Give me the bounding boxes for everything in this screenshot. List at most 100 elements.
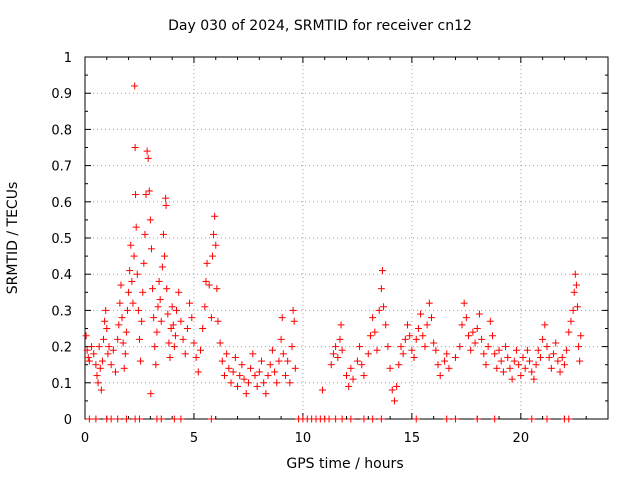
data-point	[445, 364, 453, 372]
data-point	[229, 368, 237, 376]
data-point	[194, 368, 202, 376]
data-point	[188, 314, 196, 322]
data-point	[480, 350, 488, 358]
data-point	[271, 368, 279, 376]
data-point	[369, 314, 377, 322]
data-point	[181, 350, 189, 358]
data-point	[495, 346, 503, 354]
data-point	[132, 223, 140, 231]
data-point	[82, 332, 90, 340]
data-point	[114, 335, 122, 343]
data-point	[456, 343, 464, 351]
data-point	[401, 335, 409, 343]
data-point	[536, 353, 544, 361]
data-point	[147, 390, 155, 398]
data-point	[177, 317, 185, 325]
data-point	[408, 346, 416, 354]
x-tick-label: 5	[190, 431, 198, 446]
data-point	[94, 379, 102, 387]
data-point	[247, 364, 255, 372]
data-point	[85, 357, 93, 365]
data-point	[122, 328, 130, 336]
data-point	[173, 306, 181, 314]
data-point	[432, 346, 440, 354]
data-point	[260, 379, 268, 387]
data-point	[478, 335, 486, 343]
data-point	[145, 187, 153, 195]
data-point	[510, 357, 518, 365]
data-point	[104, 350, 112, 358]
data-point	[138, 317, 146, 325]
data-point	[291, 364, 299, 372]
data-point	[502, 343, 510, 351]
data-point	[161, 252, 169, 260]
y-tick-label: 0.4	[51, 268, 72, 283]
data-point	[550, 350, 558, 358]
data-point	[218, 357, 226, 365]
data-point	[151, 343, 159, 351]
data-point	[129, 299, 137, 307]
data-point	[121, 350, 129, 358]
data-point	[170, 343, 178, 351]
y-tick-label: 0.3	[51, 304, 72, 319]
data-point	[412, 335, 420, 343]
data-point	[388, 386, 396, 394]
data-point	[240, 375, 248, 383]
data-point	[96, 364, 104, 372]
x-axis-ticks: 0 5 10 15 20	[81, 57, 587, 446]
data-point	[347, 364, 355, 372]
data-point	[84, 353, 92, 361]
data-point	[473, 325, 481, 332]
data-point	[165, 339, 173, 347]
data-point	[289, 306, 297, 314]
data-point	[371, 328, 379, 336]
data-point	[163, 285, 171, 293]
data-point	[150, 314, 158, 322]
data-point	[436, 372, 444, 380]
data-point	[406, 332, 414, 340]
data-point	[139, 288, 147, 296]
data-point	[458, 321, 466, 329]
y-axis-ticks: 0 0.1 0.2 0.3 0.4 0.5 0.6 0.7 0.8 0.9 1	[51, 51, 608, 428]
data-point	[475, 310, 483, 318]
data-point	[504, 353, 512, 361]
data-point	[213, 285, 221, 293]
data-point	[278, 314, 286, 322]
data-point	[397, 343, 405, 351]
data-point	[558, 353, 566, 361]
data-point	[462, 314, 470, 322]
data-point	[212, 241, 220, 249]
data-point	[353, 357, 361, 365]
data-point	[423, 321, 431, 329]
data-point	[141, 230, 149, 238]
data-point-zero	[92, 415, 100, 423]
data-point	[164, 310, 172, 318]
x-tick-label: 0	[81, 431, 89, 446]
data-point	[262, 390, 270, 398]
data-point	[101, 317, 109, 325]
data-point	[155, 277, 163, 285]
data-point	[541, 321, 549, 329]
data-point	[146, 216, 154, 224]
data-point	[126, 267, 134, 275]
data-point	[404, 321, 412, 329]
data-point	[395, 361, 403, 369]
data-point	[427, 314, 435, 322]
data-point	[183, 325, 191, 332]
data-point	[142, 191, 150, 199]
data-point	[168, 303, 176, 311]
data-point	[290, 317, 298, 325]
data-point	[255, 368, 263, 376]
data-point	[460, 299, 468, 307]
data-point	[419, 332, 427, 340]
data-point	[236, 372, 244, 380]
data-point	[149, 285, 157, 293]
data-point	[102, 306, 110, 314]
data-point	[384, 343, 392, 351]
data-point	[441, 357, 449, 365]
data-point	[169, 321, 177, 329]
data-point	[196, 346, 204, 354]
data-point-zero	[528, 415, 536, 423]
data-point	[225, 364, 233, 372]
data-point-zero	[360, 415, 368, 423]
